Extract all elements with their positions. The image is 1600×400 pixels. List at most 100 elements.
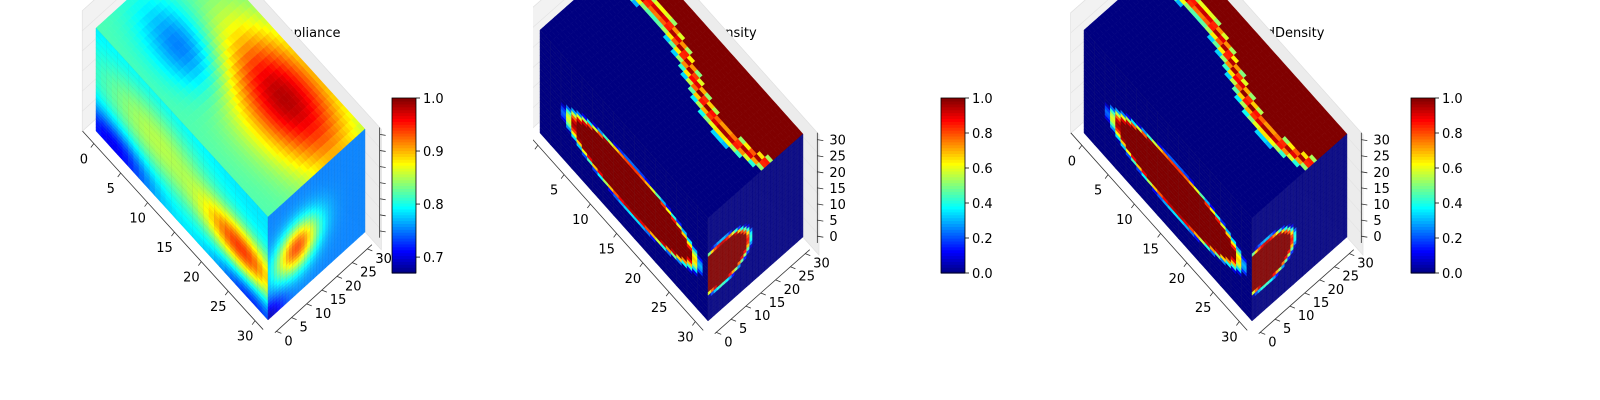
colorbar-tick-label: 0.4 (1442, 197, 1463, 212)
z-tick-label: 0 (1373, 230, 1381, 245)
x-axis: 0 5 10 15 20 25 30 (80, 130, 264, 345)
x-tick-label: 30 (677, 331, 694, 346)
x-tick-label: 10 (572, 213, 589, 228)
y-tick-label: 25 (1342, 270, 1359, 285)
y-tick-label: 20 (345, 279, 362, 294)
colorbar-frame (940, 97, 966, 274)
y-tick-label: 30 (1357, 257, 1374, 272)
colorbar-tick-label: 0.4 (972, 197, 993, 212)
y-tick-label: 30 (375, 252, 392, 267)
z-axis (379, 127, 386, 238)
x-tick-label: 0 (1068, 154, 1076, 169)
y-tick-label: 5 (300, 321, 308, 336)
y-tick-label: 30 (813, 257, 830, 272)
y-tick-label: 0 (284, 334, 292, 349)
colorbar-tick-label: 0.8 (423, 198, 444, 213)
cube-plot: 0510152025300510152025300510152025300.00… (533, 0, 993, 350)
colorbar: 0.0 0.2 0.4 0.6 0.8 1.0 (940, 92, 993, 282)
panel-target-density: TargetDensity 05101520253005101520253005… (533, 0, 1066, 400)
cube-right-face (1251, 133, 1348, 322)
z-tick-label: 25 (829, 150, 846, 165)
y-tick-label: 20 (1328, 283, 1345, 298)
colorbar: 0.7 0.8 0.9 1.0 (391, 92, 444, 274)
y-tick-label: 15 (769, 296, 786, 311)
x-tick-label: 0 (80, 153, 88, 168)
y-tick-label: 25 (798, 270, 815, 285)
x-tick-label: 20 (1169, 272, 1186, 287)
x-tick-label: 30 (237, 330, 254, 345)
x-tick-label: 5 (1094, 184, 1102, 199)
colorbar-frame (1410, 97, 1436, 274)
x-tick-label: 5 (107, 182, 115, 197)
cube-top-face (1083, 0, 1348, 219)
x-tick-label: 5 (550, 184, 558, 199)
colorbar: 0.0 0.2 0.4 0.6 0.8 1.0 (1410, 92, 1463, 282)
z-tick-label: 0 (829, 230, 837, 245)
x-tick-label: 15 (156, 241, 173, 256)
y-tick-label: 10 (1298, 309, 1315, 324)
colorbar-tick-label: 0.0 (972, 267, 993, 282)
y-tick-label: 25 (360, 266, 377, 281)
x-tick-label: 10 (1116, 213, 1133, 228)
colorbar-tick-label: 0.2 (1442, 232, 1463, 247)
y-tick-label: 5 (1283, 322, 1291, 337)
y-tick-label: 0 (724, 335, 732, 350)
cube-right-face (267, 128, 366, 321)
y-tick-label: 10 (754, 309, 771, 324)
z-tick-label: 10 (1373, 198, 1390, 213)
colorbar-tick-label: 0.6 (1442, 162, 1463, 177)
voxel-grid (1083, 29, 1348, 322)
voxel-grid (539, 29, 804, 322)
z-tick-label: 5 (829, 214, 837, 229)
cube-front-face (1083, 29, 1253, 322)
y-tick-label: 15 (330, 293, 347, 308)
z-tick-label: 15 (1373, 182, 1390, 197)
x-tick-label: 25 (1195, 301, 1212, 316)
z-tick-label: 20 (1373, 166, 1390, 181)
y-tick-label: 5 (739, 322, 747, 337)
colorbar-frame (391, 97, 417, 274)
y-tick-label: 20 (784, 283, 801, 298)
cube-front-face (539, 29, 709, 322)
x-tick-label: 15 (598, 242, 615, 257)
cube-front-face (95, 27, 269, 321)
x-tick-label: 25 (651, 301, 668, 316)
x-tick-label: 20 (183, 271, 200, 286)
z-tick-label: 15 (829, 182, 846, 197)
colorbar-tick-label: 1.0 (972, 92, 993, 107)
x-tick-label: 10 (129, 212, 146, 227)
cube-top-face (95, 0, 366, 218)
colorbar-tick-label: 1.0 (1442, 92, 1463, 107)
x-tick-label: 25 (210, 300, 227, 315)
colorbar-tick-label: 0.0 (1442, 267, 1463, 282)
panel-predicted-density: PredictedDensity 05101520253005101520253… (1066, 0, 1599, 400)
colorbar-tick-label: 0.8 (1442, 127, 1463, 142)
colorbar-tick-label: 0.7 (423, 251, 444, 266)
z-tick-label: 30 (1373, 134, 1390, 149)
y-tick-label: 15 (1313, 296, 1330, 311)
colorbar-tick-label: 1.0 (423, 92, 444, 107)
cube-right-face (707, 133, 804, 322)
panel-initial-compliance: InitialCompliance 0510152025300510152025… (0, 0, 533, 400)
cube-top-face (539, 0, 804, 219)
z-tick-label: 10 (829, 198, 846, 213)
x-tick-label: 15 (1142, 242, 1159, 257)
z-tick-label: 25 (1373, 150, 1390, 165)
colorbar-tick-label: 0.2 (972, 232, 993, 247)
z-tick-label: 20 (829, 166, 846, 181)
colorbar-tick-label: 0.8 (972, 127, 993, 142)
y-tick-label: 10 (315, 307, 332, 322)
x-tick-label: 20 (625, 272, 642, 287)
z-tick-label: 30 (829, 134, 846, 149)
z-tick-label: 5 (1373, 214, 1381, 229)
y-tick-label: 0 (1268, 335, 1276, 350)
colorbar-tick-label: 0.9 (423, 145, 444, 160)
